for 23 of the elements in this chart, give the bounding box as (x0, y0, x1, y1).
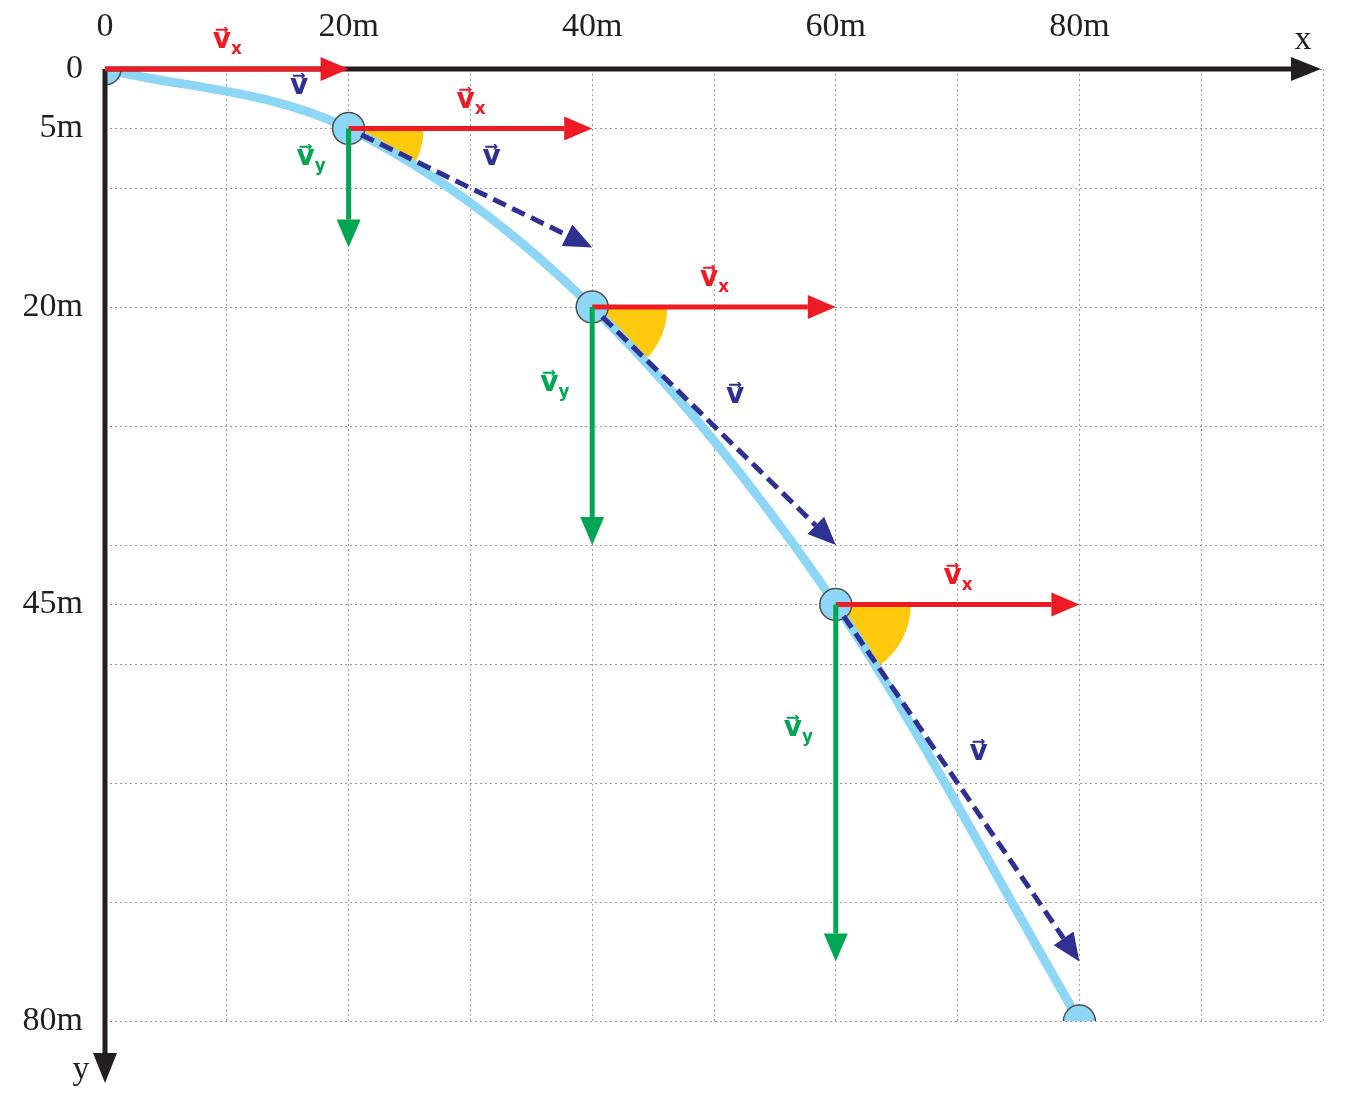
text: v⃗$_{x}$ (212, 22, 242, 58)
annotation: v⃗$_{x}$ (943, 557, 973, 594)
annotation: v⃗ (482, 139, 501, 172)
annotation: v⃗ (726, 377, 745, 410)
x-tick-label: 0 (96, 5, 114, 43)
y-tick-label: 0 (66, 47, 83, 85)
x-tick-label: 80m (1049, 5, 1110, 43)
y-tick-label: 5m (39, 107, 83, 145)
annotation: v⃗$_{y}$ (296, 139, 326, 175)
x-tick-label: 40m (561, 5, 623, 43)
annotation: v⃗$_{x}$ (700, 260, 730, 296)
y-tick-label: 45m (22, 583, 83, 621)
annotation: v⃗ (969, 734, 988, 767)
y-tick-label: 80m (22, 999, 83, 1037)
x-axis-title: x (1294, 19, 1312, 56)
annotation: v⃗$_{y}$ (783, 710, 814, 747)
annotation: v⃗$_{x}$ (456, 81, 486, 118)
annotation: v⃗$_{y}$ (540, 365, 570, 402)
x-tick-label: 20m (318, 5, 379, 43)
y-tick-label: 20m (22, 285, 83, 323)
annotation: v⃗ (289, 68, 309, 102)
x-tick-label: 60m (805, 5, 867, 43)
y-axis-title: y (72, 1049, 90, 1086)
